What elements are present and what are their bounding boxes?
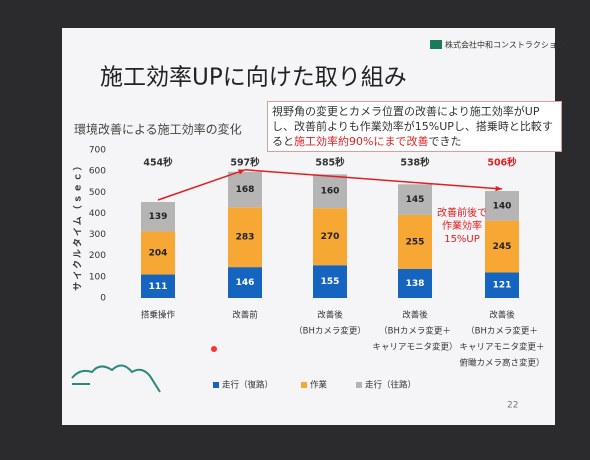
chart-title: 施工効率UPに向けた取り組み [100, 65, 407, 91]
y-tick-label: 400 [89, 209, 106, 219]
bar-segment [485, 220, 519, 273]
x-tick-label: キャリアモニタ変更＋ [459, 342, 544, 353]
y-axis-label: サイクルタイム（ｓｅｃ） [72, 159, 84, 290]
annotation-box: 視野角の変更とカメラ位置の改善により施工効率がUPし、改善前よりも作業効率が15… [267, 101, 562, 152]
data-label: 139 [149, 212, 168, 222]
legend-swatch [356, 382, 362, 388]
data-label: 146 [236, 278, 255, 288]
y-tick-label: 0 [100, 294, 106, 304]
company: 株式会社中和コンストラクション [445, 40, 565, 50]
bar-segment [313, 174, 347, 209]
bar-segment [398, 268, 432, 298]
y-tick-label: 200 [89, 251, 106, 261]
bar-segment [228, 267, 262, 298]
bar-segment [141, 231, 175, 275]
y-tick-label: 100 [89, 272, 106, 282]
data-label: 204 [149, 248, 168, 258]
data-label: 168 [236, 185, 255, 195]
bar-segment [313, 265, 347, 298]
bar-segment [228, 171, 262, 208]
bar-segment [228, 207, 262, 268]
data-label: 111 [149, 282, 168, 292]
bar-segment [398, 214, 432, 269]
data-label: 255 [406, 237, 425, 247]
decoration [71, 364, 161, 393]
box-text: 視野角の変更とカメラ位置の改善により施工効率がUPし、改善前よりも作業効率が15… [272, 105, 553, 148]
data-label: 121 [493, 281, 512, 291]
x-tick-label: キャリアモニタ変更） [372, 342, 457, 353]
data-label: 145 [406, 195, 425, 205]
y-tick-label: 700 [89, 146, 106, 156]
total-label: 506秒 [487, 157, 517, 169]
bar-segment [398, 184, 432, 215]
data-label: 140 [493, 201, 512, 211]
total-label: 597秒 [230, 157, 260, 169]
box-text: できた [428, 135, 462, 148]
legend-label: 作業 [310, 380, 328, 391]
data-label: 138 [406, 279, 425, 289]
x-tick-label: 俯瞰カメラ高さ変更） [459, 358, 544, 369]
page-number: 22 [507, 401, 518, 411]
y-tick-label: 600 [89, 167, 106, 177]
bar-segment [141, 202, 175, 232]
data-label: 160 [321, 187, 340, 197]
y-tick-label: 300 [89, 230, 106, 240]
x-tick-label: 改善後 [402, 310, 428, 321]
y-tick-label: 500 [89, 188, 106, 198]
x-tick-label: （BHカメラ変更＋ [379, 326, 451, 337]
bar-segment [485, 272, 519, 298]
x-tick-label: （BHカメラ変更） [294, 326, 366, 337]
legend-swatch [213, 382, 219, 388]
x-tick-label: （BHカメラ変更＋ [466, 326, 538, 337]
data-label: 270 [321, 232, 340, 242]
x-tick-label: 搭乗操作 [141, 310, 176, 321]
chart-subtitle: 環境改善による施工効率の変化 [74, 122, 242, 137]
total-label: 538秒 [400, 157, 430, 169]
bar-segment [141, 274, 175, 298]
bar-segment [485, 191, 519, 221]
x-tick-label: 改善後 [317, 310, 343, 321]
x-tick-label: 改善後 [489, 310, 515, 321]
annotation: 改善前後で [437, 206, 487, 219]
x-tick-label: 改善前 [232, 310, 258, 321]
trend-arrow [244, 169, 503, 190]
data-label: 155 [321, 277, 340, 287]
bar-segment [313, 208, 347, 266]
arrow-head [238, 169, 245, 175]
annotation: 作業効率 [442, 219, 482, 232]
arrow-head [495, 185, 502, 192]
logo [430, 40, 442, 49]
trend-arrow [157, 169, 246, 201]
legend-label: 走行（往路） [365, 380, 416, 391]
data-label: 283 [236, 233, 255, 243]
box-highlight: 施工効率約90%にまで改善 [294, 135, 429, 148]
legend-label: 走行（復路） [222, 380, 273, 391]
data-label: 245 [493, 242, 512, 252]
legend-swatch [301, 382, 307, 388]
total-label: 454秒 [143, 157, 173, 169]
pointer-dot [211, 346, 217, 352]
total-label: 585秒 [315, 157, 345, 169]
annotation: 15%UP [444, 234, 480, 245]
